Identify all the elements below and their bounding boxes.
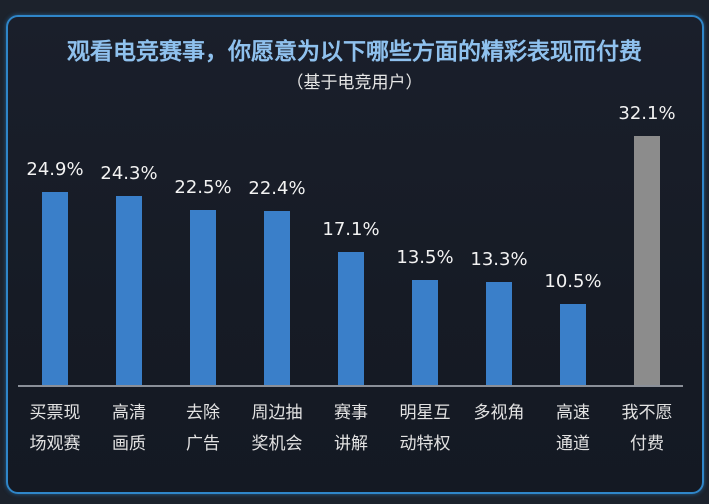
value-label: 32.1% (618, 103, 676, 124)
value-label: 22.5% (174, 177, 232, 198)
bar (486, 282, 512, 385)
category-label-line: 高清 (112, 403, 146, 423)
category-label: 明星互 动特权 (388, 398, 462, 460)
bar (190, 210, 216, 385)
category-label: 多视角 (462, 398, 536, 429)
category-label-line: 讲解 (334, 434, 368, 454)
bar (264, 211, 290, 385)
chart-title: 观看电竞赛事，你愿意为以下哪些方面的精彩表现而付费 (67, 39, 642, 65)
category-label-line: 高速 (556, 403, 590, 423)
category-label-line: 赛事 (334, 403, 368, 423)
category-label-line: 画质 (112, 434, 146, 454)
category-label: 去除 广告 (166, 398, 240, 460)
value-label: 17.1% (322, 219, 380, 240)
category-label: 赛事 讲解 (314, 398, 388, 460)
category-label: 买票现 场观赛 (18, 398, 92, 460)
bar (634, 136, 660, 385)
category-label-line: 多视角 (473, 403, 525, 423)
category-label-line: 我不愿 (621, 403, 673, 423)
category-label: 高清 画质 (92, 398, 166, 460)
value-label: 10.5% (544, 271, 602, 292)
category-label-line: 通道 (556, 434, 590, 454)
category-label-line: 奖机会 (251, 434, 303, 454)
value-label: 24.3% (100, 163, 158, 184)
category-label-line: 去除 (186, 403, 220, 423)
category-label: 周边抽 奖机会 (240, 398, 314, 460)
bar (412, 280, 438, 385)
category-label-line: 广告 (186, 434, 220, 454)
category-label-line: 买票现 (29, 403, 81, 423)
bar (116, 196, 142, 385)
category-label: 高速 通道 (536, 398, 610, 460)
value-label: 24.9% (26, 159, 84, 180)
category-label-line: 场观赛 (29, 434, 81, 454)
category-label-line: 明星互 (399, 403, 451, 423)
value-label: 22.4% (248, 178, 306, 199)
category-label: 我不愿 付费 (610, 398, 684, 460)
value-label: 13.3% (470, 249, 528, 270)
category-label-line: 动特权 (399, 434, 451, 454)
x-axis-baseline (18, 385, 683, 387)
category-label-line: 付费 (630, 434, 664, 454)
bar (560, 304, 586, 385)
bar (338, 252, 364, 385)
value-label: 13.5% (396, 247, 454, 268)
category-label-line: 周边抽 (251, 403, 303, 423)
bar (42, 192, 68, 385)
chart-subtitle: （基于电竞用户） (286, 73, 423, 93)
